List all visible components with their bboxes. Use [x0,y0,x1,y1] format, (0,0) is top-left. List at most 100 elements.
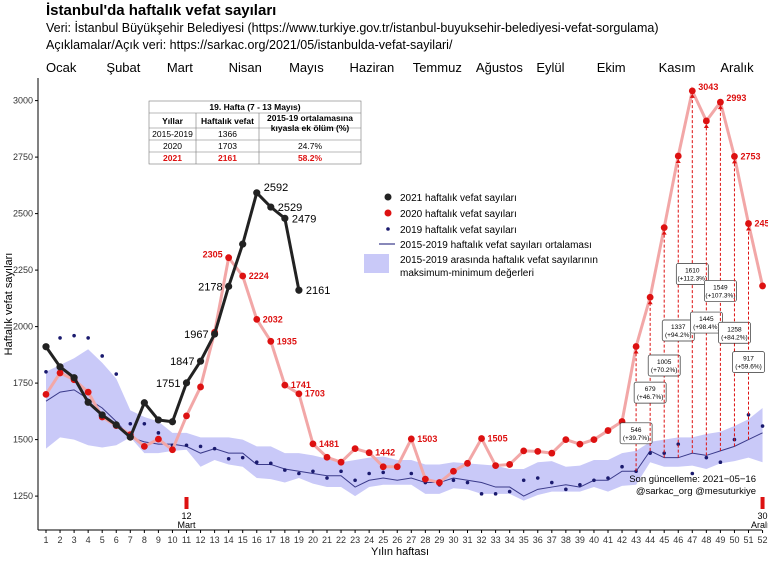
month-label: Haziran [349,60,394,75]
point-2019 [339,469,343,474]
excess-value: 1610 [685,267,700,274]
point-2021 [267,203,275,211]
label-2020: 1503 [417,434,437,444]
table-frame [148,100,362,165]
legend-label-avg: 2015-2019 haftalık vefat sayıları ortala… [400,240,592,251]
month-label: Nisan [229,60,262,75]
x-tick-label: 28 [420,535,430,545]
point-2020 [169,446,176,454]
point-2021 [182,379,191,387]
open-data-link: Açıklamalar/Açık veri: https://sarkac.or… [46,38,453,52]
legend-label-band-cont: maksimum-minimum değerleri [400,268,534,279]
label-2021: 2529 [278,202,302,214]
arrow-head [689,93,695,98]
x-tick-label: 18 [280,535,290,545]
point-2019 [648,451,652,455]
excess-box [647,354,681,377]
point-2021 [196,357,205,365]
excess-box [732,351,765,373]
label-2021: 2161 [306,285,330,297]
excess-value: 546 [631,427,642,434]
label-2021: 1967 [184,329,208,341]
point-2020 [604,427,612,434]
point-2020 [42,391,50,398]
point-2020 [351,445,359,453]
point-2020 [745,220,752,227]
excess-box [619,422,653,445]
point-2020 [562,436,570,443]
point-2020 [702,117,710,125]
x-tick-label: 51 [743,535,753,545]
x-tick-label: 32 [477,535,487,545]
month-label: Aralık [720,60,754,75]
x-tick-label: 43 [631,535,641,545]
table-cell: 2021 [163,153,182,163]
point-2019 [493,492,498,496]
x-tick-label: 19 [294,535,304,545]
point-2020 [674,152,682,160]
label-2020: 2753 [740,151,760,161]
point-2019 [240,455,245,460]
excess-value: 1337 [671,324,686,331]
point-2019 [198,444,203,449]
point-2020 [534,447,542,455]
label-2021: 2178 [198,281,222,293]
label-2020: 1505 [488,433,508,443]
excess-box [633,381,667,404]
point-2021 [140,399,148,407]
table-header: kıyasla ek ölüm (%) [271,123,350,133]
chart-title: İstanbul'da haftalık vefat sayıları [46,2,277,19]
point-2019 [662,451,666,455]
x-tick-label: 4 [86,535,91,545]
label-2021: 1751 [156,378,180,390]
x-tick-label: 24 [364,535,374,545]
update-note: Son güncelleme: 2021−05−16@sarkac_org @m… [629,474,756,497]
point-2019 [44,370,48,374]
point-2019 [114,372,119,376]
excess-value: 917 [743,356,754,363]
table-header: 2015-19 ortalamasına [267,113,353,123]
point-2019 [58,336,62,340]
point-2020 [421,475,429,483]
x-tick-label: 11 [182,535,191,545]
point-2019 [718,460,723,465]
point-2020 [478,435,485,442]
line-2020 [44,86,765,485]
point-2021 [70,374,78,382]
point-2020 [717,98,724,106]
point-2020 [731,153,738,160]
x-tick-label: 22 [336,535,346,545]
x-tick-label: 39 [575,535,585,545]
y-tick-label: 1500 [13,435,33,445]
x-tick-label: 13 [210,535,220,545]
point-2020 [632,343,640,350]
point-2020 [688,87,696,95]
x-tick-label: 46 [673,535,683,545]
point-2019 [760,424,765,428]
x-tick-label: 30 [448,535,458,545]
month-label: Şubat [106,60,140,75]
month-label: Kasım [659,60,696,75]
label-2020: 1481 [319,439,339,449]
label-2020: 2224 [249,271,269,281]
point-2020 [281,381,289,389]
update-date: Son güncelleme: 2021−05−16 [629,474,756,485]
x-tick-label: 21 [322,535,332,545]
x-tick-label: 6 [114,535,119,545]
point-2019 [451,478,456,483]
point-2021 [98,411,106,419]
x-tick-label: 17 [266,535,276,545]
y-tick-label: 1250 [13,491,33,501]
date-marker [184,497,189,509]
point-2019 [704,455,709,460]
month-labels: Ocak Şubat Mart Nisan Mayıs Haziran Temmuz Ağus… [46,60,754,75]
table-cell: 58.2% [298,153,323,163]
x-tick-label: 35 [519,535,529,545]
point-2020 [365,449,373,457]
point-2021 [84,398,92,406]
month-label: Eylül [536,60,564,75]
x-tick-label: 50 [729,535,739,545]
point-2019 [269,461,273,466]
